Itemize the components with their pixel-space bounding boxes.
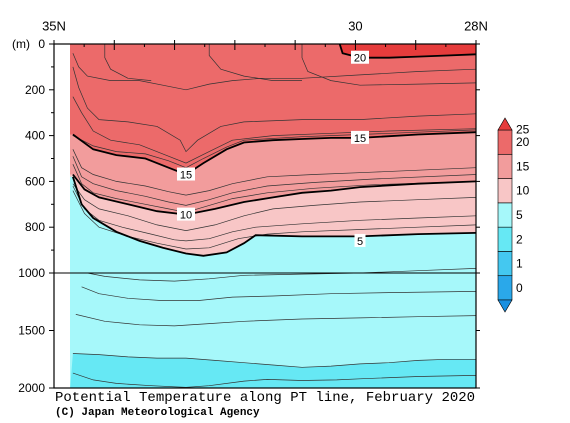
- colorbar-label: 15: [516, 159, 530, 173]
- band-deep: [70, 353, 476, 388]
- band-15-20: [70, 44, 476, 175]
- contour-deep: [75, 314, 476, 327]
- y-tick-label: 600: [25, 174, 45, 188]
- colorbar-label: 1: [516, 257, 523, 271]
- chart-title: Potential Temperature along PT line, Feb…: [55, 390, 476, 406]
- contour-minor: [72, 185, 476, 242]
- colorbar-label: 0: [516, 281, 523, 295]
- colorbar-segment: [497, 226, 513, 252]
- axes: 35N 30 28N 200 400 600 800 1000 1500 2000 0 (m): [12, 18, 488, 395]
- colorbar-segment: [497, 202, 513, 228]
- y-tick-label: 0: [38, 37, 45, 51]
- contour-minor: [72, 96, 476, 164]
- contour-major-5: [72, 176, 476, 257]
- contour-deep: [87, 268, 476, 282]
- contour-label-bg: [354, 233, 366, 247]
- y-tick-label: 800: [25, 220, 45, 234]
- colorbar-label: 2: [516, 232, 523, 246]
- colorbar-label: 10: [516, 184, 530, 198]
- plot-area: 20 15 15 10 5: [54, 44, 476, 388]
- colorbar-segment: [497, 129, 513, 155]
- colorbar-label: 5: [516, 208, 523, 222]
- chart-credit: (C) Japan Meteorological Agency: [55, 407, 260, 419]
- y-tick-label: 1000: [18, 266, 45, 280]
- contour-label-10: 10: [180, 210, 192, 222]
- contour-label-bg: [351, 130, 369, 144]
- y-tick-label: 1500: [18, 324, 45, 338]
- contour-minor: [72, 156, 476, 206]
- x-tick-label: 28N: [464, 18, 488, 33]
- no-data-strip: [54, 44, 70, 388]
- x-tick-label: 30: [348, 18, 362, 33]
- contour-minor: [72, 149, 476, 196]
- colorbar-label: 20: [516, 135, 530, 149]
- colorbar-top-arrow: [497, 117, 513, 131]
- y-tick-label: 400: [25, 129, 45, 143]
- contour-label-bg: [351, 50, 369, 64]
- contour-minor: [301, 44, 476, 86]
- colorbar-segment: [497, 275, 513, 301]
- contour-major-15: [72, 131, 476, 176]
- colorbar-segment: [497, 178, 513, 204]
- contour-minor: [72, 66, 476, 153]
- contour-label-15: 15: [354, 133, 366, 145]
- colorbar-label: 25: [516, 123, 530, 137]
- contour-minor: [72, 183, 476, 231]
- contour-deep: [81, 286, 476, 301]
- band-20-25: [339, 44, 476, 58]
- y-tick-label: 200: [25, 83, 45, 97]
- y-tick-label: 2000: [18, 381, 45, 395]
- contour-label-20: 20: [354, 53, 366, 65]
- contour-label-15: 15: [180, 170, 192, 182]
- x-tick-label: 35N: [42, 18, 66, 33]
- contour-minor: [72, 53, 476, 91]
- contour-minor: [208, 44, 302, 81]
- contour-major-20: [338, 44, 476, 59]
- contour-minor: [72, 190, 476, 250]
- colorbar-segment: [497, 153, 513, 179]
- contour-label-bg: [177, 207, 195, 221]
- colorbar-segment: [497, 251, 513, 277]
- contour-deep: [72, 353, 476, 368]
- contour-label-5: 5: [357, 236, 363, 248]
- colorbar-bottom-arrow: [497, 299, 513, 313]
- contour-minor: [104, 44, 152, 81]
- y-axis-unit: (m): [12, 37, 30, 51]
- contour-label-bg: [177, 167, 195, 181]
- contour-major-10: [72, 173, 476, 216]
- contour-deep: [72, 372, 476, 388]
